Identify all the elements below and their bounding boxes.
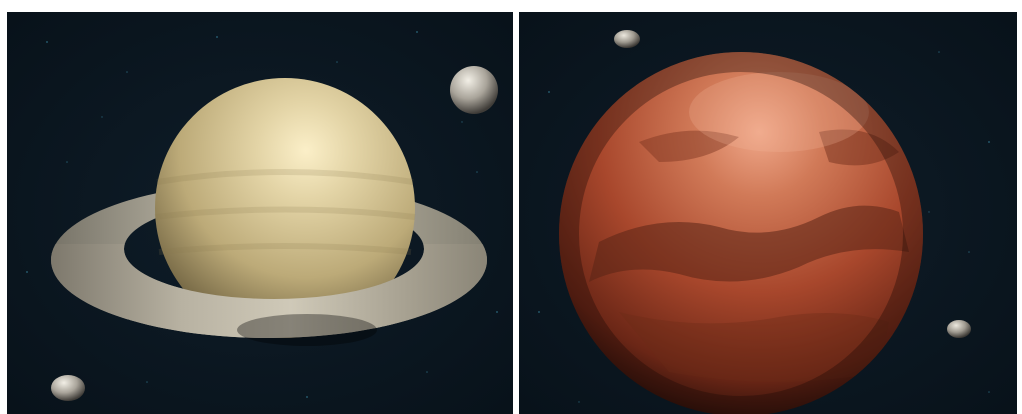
star-field [26, 31, 498, 398]
moon-top-right [450, 66, 498, 114]
moon-top-left [614, 30, 640, 48]
left-panel [7, 12, 513, 414]
ring-front [51, 244, 487, 338]
moon-bottom-left [51, 375, 85, 401]
ring-shadow [237, 314, 377, 346]
red-planet-scene [519, 12, 1017, 414]
star-field [538, 51, 990, 403]
ringed-planet-scene [7, 12, 513, 414]
moon-bottom-right [947, 320, 971, 338]
right-panel [519, 12, 1017, 414]
surface-markings [559, 52, 923, 414]
